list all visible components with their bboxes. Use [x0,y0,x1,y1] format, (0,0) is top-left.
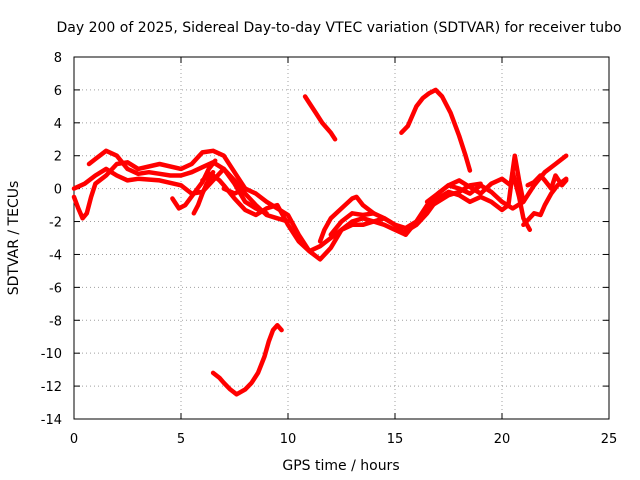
y-tick-label: 2 [54,150,62,165]
series-line-track-16 [210,322,284,397]
series-line-track-15 [399,87,473,173]
x-tick-label: 15 [387,432,404,447]
axis-ticks [73,56,610,420]
series-line-track-4 [170,158,218,211]
y-tick-label: -2 [49,216,62,231]
series-line-track-13 [525,173,569,191]
series-group [71,87,569,397]
x-tick-label: 10 [280,432,297,447]
y-tick-label: -14 [41,413,62,428]
chart-title: Day 200 of 2025, Sidereal Day-to-day VTE… [56,20,621,36]
y-tick-label: -12 [41,380,62,395]
series-line-track-12 [521,176,569,228]
plot-frame [73,56,610,420]
series-line-track-3 [86,148,291,224]
x-axis-label: GPS time / hours [282,458,399,474]
series-line-track-11 [424,153,526,205]
y-tick-label: 6 [54,84,62,99]
tick-labels: 0 5 10 15 20 25 -14 -12 -10 -8 -6 -4 -2 0 2 4 6 8 [41,51,618,447]
x-tick-label: 20 [494,432,511,447]
series-line-track-8 [317,194,376,244]
y-tick-label: -4 [49,248,62,263]
series-line-track-1 [71,148,248,221]
y-tick-label: 8 [54,51,62,66]
x-tick-label: 5 [177,432,185,447]
y-tick-label: -8 [49,314,62,329]
x-tick-label: 25 [601,432,618,447]
y-tick-label: -10 [41,347,62,362]
y-tick-label: 0 [54,183,62,198]
series-line-track-5 [191,169,216,216]
y-tick-label: -6 [49,281,62,296]
x-tick-label: 0 [70,432,78,447]
y-tick-label: 4 [54,117,62,132]
grid [74,57,609,419]
series-line-track-14 [302,94,338,142]
y-axis-label: SDTVAR / TECUs [6,181,22,296]
series-line-track-10 [403,169,533,234]
